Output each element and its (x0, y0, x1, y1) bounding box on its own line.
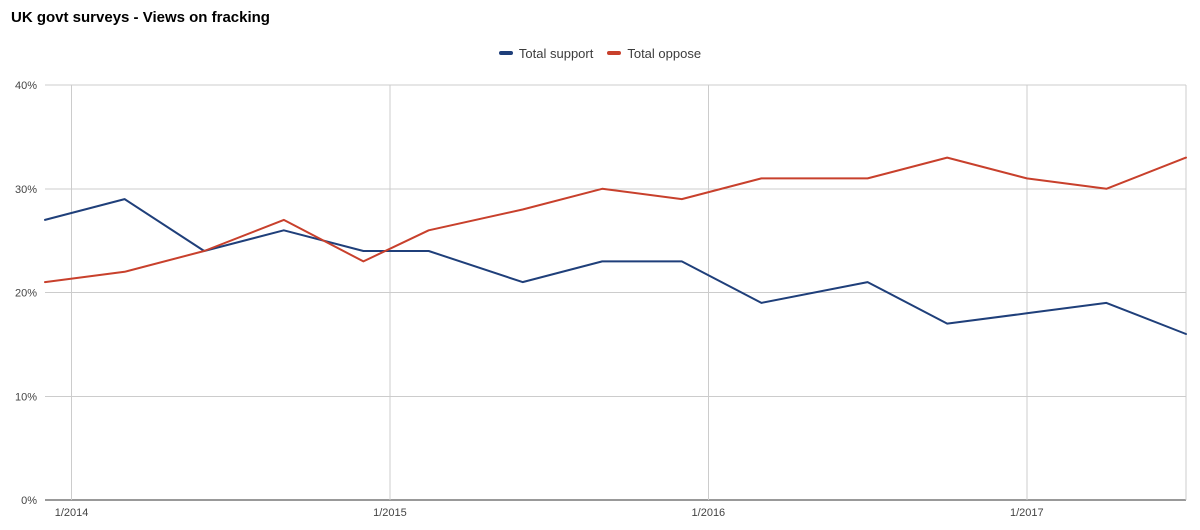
data-point-total-support[interactable] (865, 280, 870, 285)
series-line-total-oppose[interactable] (44, 156, 1187, 284)
data-point-total-support[interactable] (1024, 311, 1029, 316)
series-layer (43, 155, 1189, 337)
chart-title: UK govt surveys - Views on fracking (11, 9, 270, 26)
data-point-total-oppose[interactable] (43, 280, 48, 285)
legend-swatch-total-oppose (607, 51, 622, 55)
y-tick-label: 10% (15, 391, 37, 403)
data-point-total-support[interactable] (1104, 300, 1109, 305)
data-point-total-support[interactable] (426, 249, 431, 254)
data-point-total-support[interactable] (1184, 332, 1189, 337)
data-point-total-support[interactable] (945, 321, 950, 326)
y-tick-label: 30% (15, 184, 37, 196)
data-point-total-support[interactable] (600, 259, 605, 264)
series-line-total-support[interactable] (44, 198, 1187, 335)
data-point-total-oppose[interactable] (1024, 176, 1029, 181)
legend-item-total-support[interactable]: Total support (498, 45, 594, 61)
data-point-total-oppose[interactable] (600, 186, 605, 191)
data-point-total-oppose[interactable] (520, 207, 525, 212)
grid (45, 84, 1187, 501)
data-point-total-oppose[interactable] (426, 228, 431, 233)
data-point-total-oppose[interactable] (945, 155, 950, 160)
data-point-total-support[interactable] (281, 228, 286, 233)
data-point-total-oppose[interactable] (1184, 155, 1189, 160)
legend-swatch-total-support (498, 51, 513, 55)
x-tick-label: 1/2016 (692, 507, 726, 519)
legend: Total support Total oppose (0, 44, 1200, 62)
legend-label-total-oppose: Total oppose (627, 45, 702, 61)
data-point-total-support[interactable] (122, 197, 127, 202)
data-point-total-oppose[interactable] (679, 197, 684, 202)
data-point-total-support[interactable] (361, 249, 366, 254)
data-point-total-oppose[interactable] (281, 217, 286, 222)
y-tick-label: 20% (15, 288, 37, 300)
data-point-total-oppose[interactable] (361, 259, 366, 264)
data-point-total-oppose[interactable] (759, 176, 764, 181)
axis-labels: 0% 10% 20% 30% 40% 1/2014 1/2015 1/2016 1/2017 (15, 80, 1044, 519)
data-point-total-support[interactable] (520, 280, 525, 285)
data-point-total-support[interactable] (759, 300, 764, 305)
data-point-total-oppose[interactable] (202, 249, 207, 254)
data-point-total-oppose[interactable] (865, 176, 870, 181)
y-tick-label: 40% (15, 80, 37, 92)
x-tick-label: 1/2015 (373, 507, 407, 519)
data-point-total-support[interactable] (679, 259, 684, 264)
x-tick-label: 1/2017 (1010, 507, 1044, 519)
data-point-total-oppose[interactable] (1104, 186, 1109, 191)
data-point-total-oppose[interactable] (122, 269, 127, 274)
data-point-total-support[interactable] (43, 217, 48, 222)
x-tick-label: 1/2014 (55, 507, 89, 519)
legend-label-total-support: Total support (518, 45, 594, 61)
legend-item-total-oppose[interactable]: Total oppose (607, 46, 701, 61)
y-tick-label: 0% (21, 495, 37, 507)
